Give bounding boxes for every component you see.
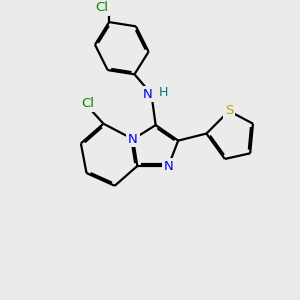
Text: S: S <box>225 104 233 118</box>
Text: N: N <box>143 88 153 100</box>
Text: N: N <box>164 160 173 172</box>
Text: N: N <box>128 133 138 146</box>
Text: Cl: Cl <box>95 2 109 14</box>
Text: Cl: Cl <box>81 98 94 110</box>
Text: H: H <box>159 86 168 99</box>
